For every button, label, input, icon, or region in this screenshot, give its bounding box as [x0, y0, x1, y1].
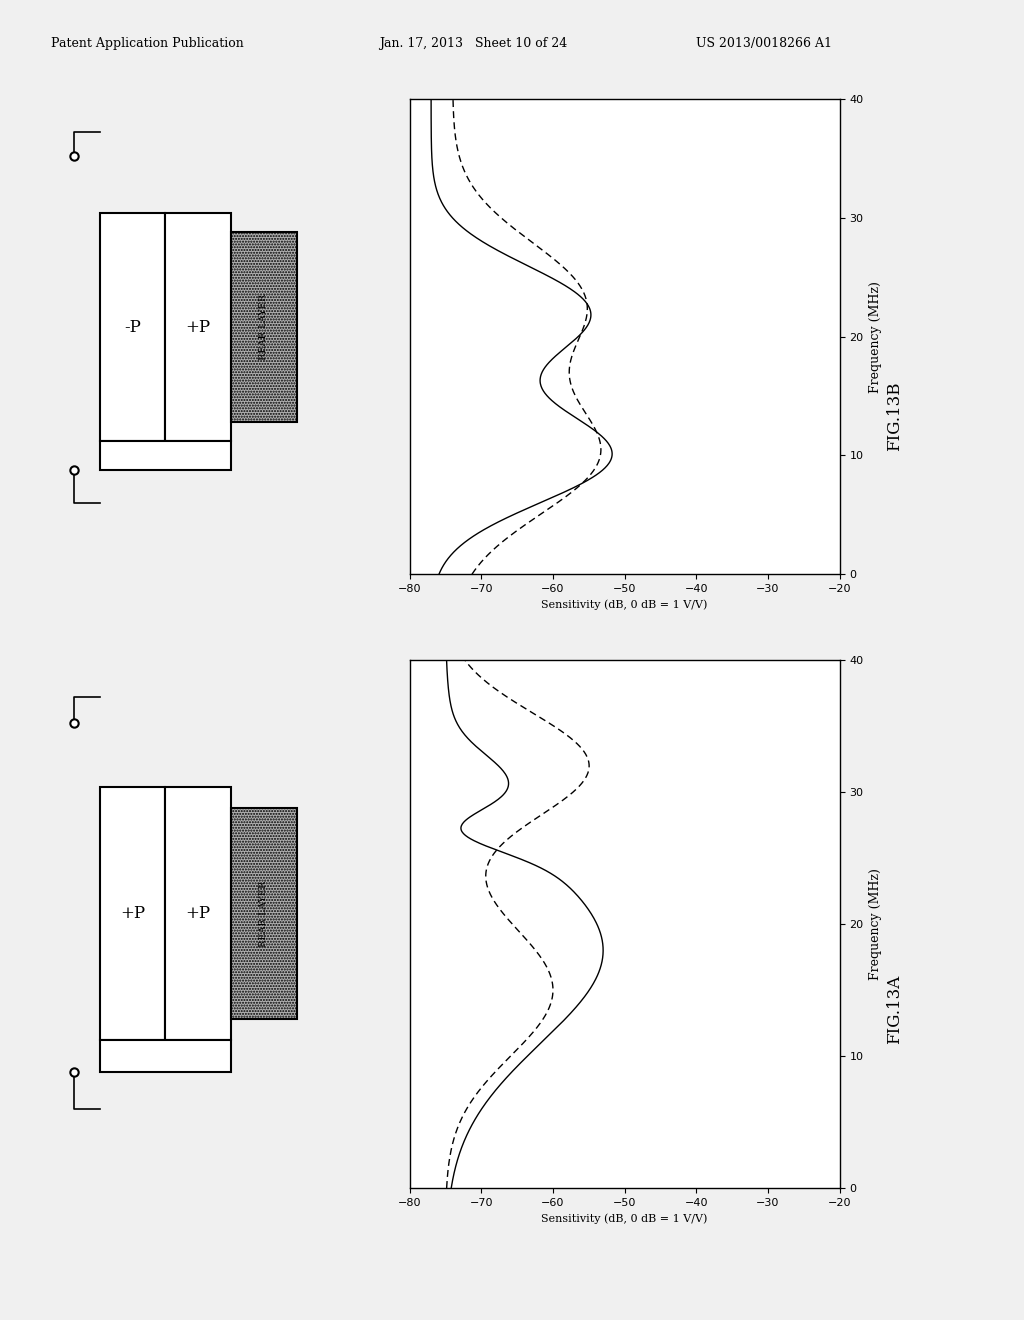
Bar [166, 213, 231, 441]
Text: US 2013/0018266 A1: US 2013/0018266 A1 [696, 37, 833, 50]
Bar [231, 808, 297, 1019]
Text: -P: -P [124, 318, 141, 335]
Text: +P: +P [120, 906, 145, 921]
Bar [100, 213, 166, 441]
Text: REAR LAYER: REAR LAYER [259, 880, 268, 946]
Text: REAR LAYER: REAR LAYER [259, 294, 268, 360]
Y-axis label: Frequency (MHz): Frequency (MHz) [869, 869, 882, 979]
Bar [166, 787, 231, 1040]
Text: Patent Application Publication: Patent Application Publication [51, 37, 244, 50]
X-axis label: Sensitivity (dB, 0 dB = 1 V/V): Sensitivity (dB, 0 dB = 1 V/V) [542, 599, 708, 610]
Text: Jan. 17, 2013   Sheet 10 of 24: Jan. 17, 2013 Sheet 10 of 24 [379, 37, 567, 50]
Y-axis label: Frequency (MHz): Frequency (MHz) [869, 281, 882, 392]
Text: FIG.13A: FIG.13A [886, 975, 903, 1044]
Text: +P: +P [185, 906, 211, 921]
Bar [100, 1040, 231, 1072]
Bar [231, 232, 297, 422]
Bar [100, 441, 231, 470]
X-axis label: Sensitivity (dB, 0 dB = 1 V/V): Sensitivity (dB, 0 dB = 1 V/V) [542, 1213, 708, 1224]
Bar [100, 787, 166, 1040]
Text: +P: +P [185, 318, 211, 335]
Text: FIG.13B: FIG.13B [886, 381, 903, 450]
